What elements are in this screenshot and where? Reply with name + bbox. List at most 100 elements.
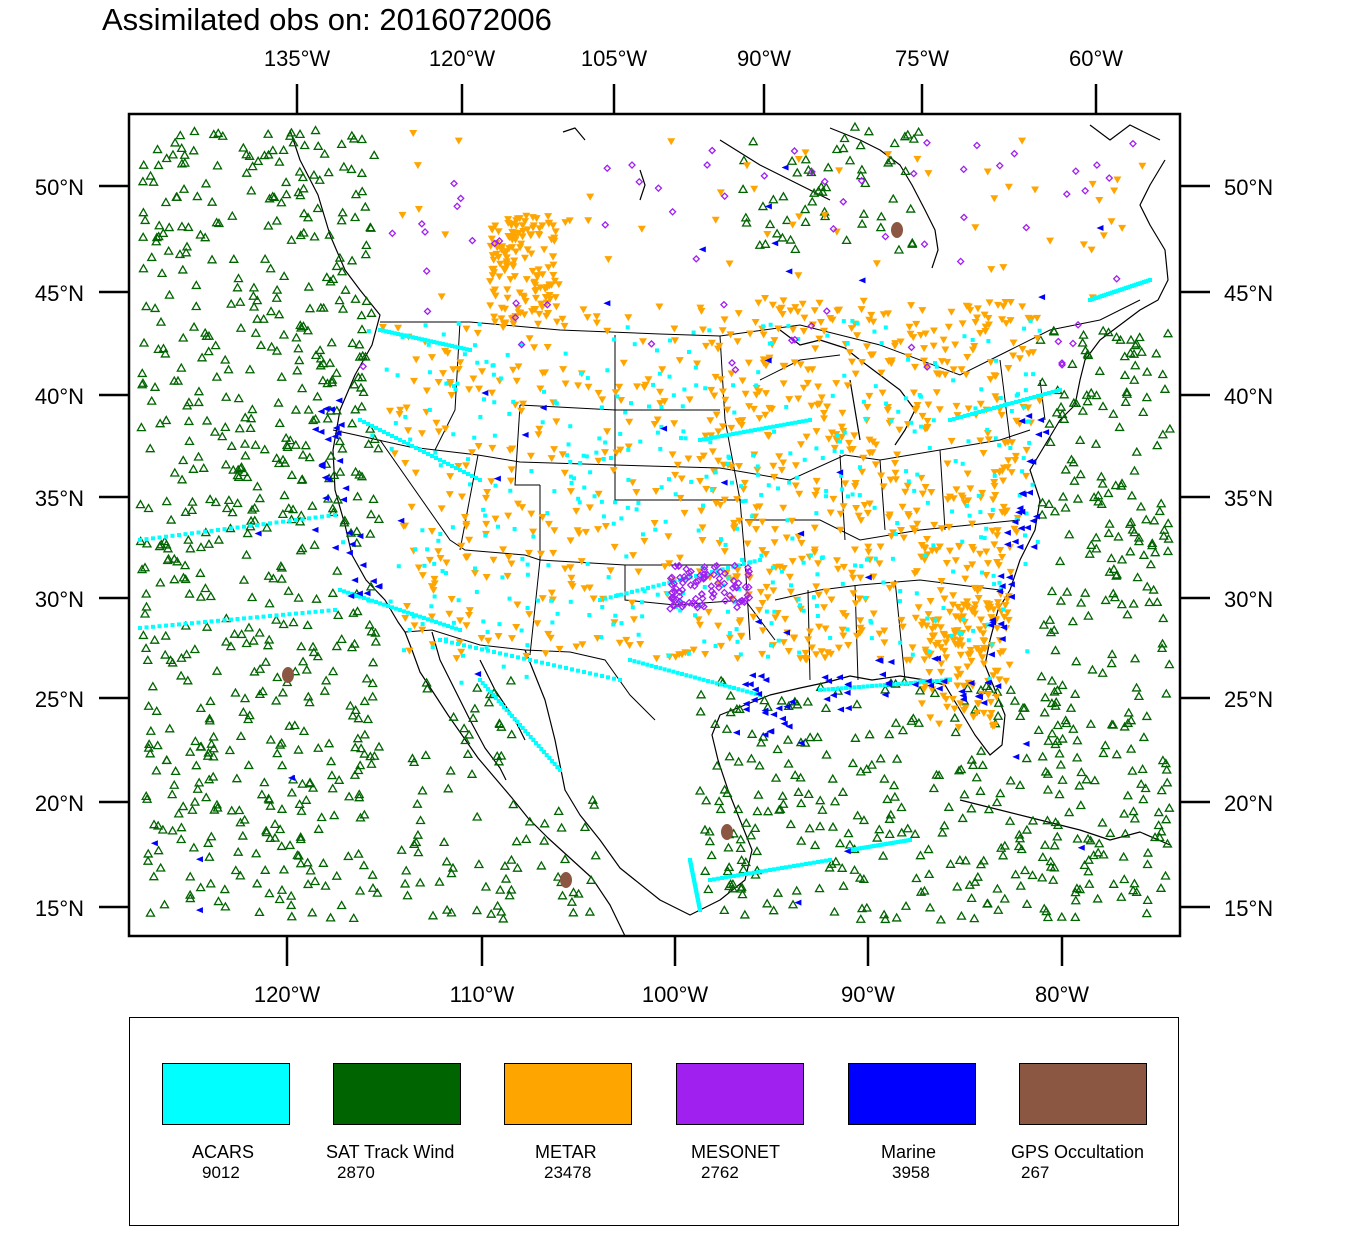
metar-marker <box>976 584 985 592</box>
sat-track-wind-marker <box>326 770 338 780</box>
metar-marker <box>1087 246 1096 254</box>
mesonet-marker <box>720 300 728 309</box>
sat-track-wind-marker <box>182 675 193 685</box>
acars-marker <box>767 341 772 346</box>
marine-marker <box>1029 517 1037 524</box>
sat-track-wind-marker <box>277 760 288 770</box>
sat-track-wind-marker <box>210 340 221 350</box>
marine-marker <box>924 678 932 685</box>
acars-marker <box>724 875 728 880</box>
acars-marker <box>422 563 427 568</box>
acars-marker <box>828 635 833 640</box>
acars-marker <box>645 662 650 667</box>
acars-marker <box>759 492 764 497</box>
acars-marker <box>720 567 725 572</box>
sat-track-wind-marker <box>361 673 373 683</box>
acars-marker <box>654 665 658 669</box>
metar-marker <box>936 624 945 632</box>
border-segment <box>380 299 1141 376</box>
sat-track-wind-marker <box>173 808 184 818</box>
metar-marker <box>533 273 542 281</box>
sat-track-wind-marker <box>1074 884 1086 894</box>
sat-track-wind-marker <box>333 610 344 620</box>
metar-marker <box>877 472 886 480</box>
metar-marker <box>845 439 854 447</box>
metar-marker <box>770 337 779 345</box>
metar-marker <box>390 450 399 458</box>
sat-track-wind-marker <box>1071 656 1082 666</box>
acars-marker <box>1020 469 1025 474</box>
sat-track-wind-marker <box>1119 370 1131 380</box>
acars-marker <box>216 618 220 623</box>
metar-marker <box>815 623 824 631</box>
acars-marker <box>434 456 438 460</box>
metar-marker <box>494 633 503 641</box>
acars-marker <box>959 415 963 419</box>
sat-track-wind-marker <box>888 193 899 203</box>
sat-track-wind-marker <box>240 450 251 460</box>
metar-marker <box>982 600 991 608</box>
sat-track-wind-marker <box>204 851 215 861</box>
metar-marker <box>522 276 531 284</box>
acars-marker <box>420 622 425 627</box>
metar-marker <box>912 507 921 515</box>
metar-marker <box>707 386 716 394</box>
acars-marker <box>841 319 846 324</box>
acars-marker <box>739 484 744 489</box>
legend-label: Marine <box>881 1142 937 1162</box>
sat-track-wind-marker <box>180 247 192 257</box>
metar-marker <box>887 533 896 541</box>
metar-marker <box>401 615 410 623</box>
sat-track-wind-marker <box>1116 478 1128 488</box>
metar-marker <box>817 648 826 656</box>
metar-marker <box>920 556 929 564</box>
acars-marker <box>912 488 917 493</box>
sat-track-wind-marker <box>275 824 286 834</box>
sat-track-wind-marker <box>334 295 345 305</box>
marine-marker <box>879 671 887 678</box>
sat-track-wind-marker <box>339 517 350 527</box>
sat-track-wind-marker <box>317 375 328 385</box>
acars-marker <box>426 342 431 347</box>
sat-track-wind-marker <box>900 900 912 910</box>
sat-track-wind-marker <box>762 898 773 908</box>
acars-marker <box>701 437 706 442</box>
sat-track-wind-marker <box>914 685 926 695</box>
sat-track-wind-marker <box>960 855 971 865</box>
metar-marker <box>947 437 956 445</box>
metar-marker <box>573 527 582 535</box>
sat-track-wind-marker <box>155 316 167 326</box>
acars-marker <box>402 609 406 614</box>
acars-marker <box>1022 326 1027 331</box>
acars-marker <box>625 505 630 510</box>
sat-track-wind-marker <box>265 306 277 316</box>
metar-marker <box>733 338 742 346</box>
metar-marker <box>488 252 497 260</box>
metar-marker <box>699 326 708 334</box>
metar-marker <box>396 406 405 414</box>
acars-marker <box>694 574 698 578</box>
marine-marker <box>933 655 941 662</box>
metar-marker <box>522 652 531 660</box>
border-segment <box>894 579 906 681</box>
sat-track-wind-marker <box>220 422 231 431</box>
sat-track-wind-marker <box>968 760 979 770</box>
sat-track-wind-marker <box>415 877 426 887</box>
sat-track-wind-marker <box>361 296 372 306</box>
sat-track-wind-marker <box>206 831 217 841</box>
sat-track-wind-marker <box>151 232 163 242</box>
marine-marker <box>327 406 335 413</box>
metar-marker <box>856 617 865 625</box>
acars-marker <box>1032 395 1037 399</box>
acars-marker <box>268 521 272 526</box>
sat-track-wind-marker <box>359 696 370 706</box>
metar-marker <box>832 228 841 236</box>
sat-track-wind-marker <box>149 303 161 313</box>
metar-marker <box>407 503 416 511</box>
sat-track-wind-marker <box>221 391 232 401</box>
acars-marker <box>274 520 279 525</box>
acars-marker <box>667 668 671 673</box>
sat-track-wind-marker <box>1043 735 1054 745</box>
metar-marker <box>488 389 497 397</box>
metar-marker <box>963 598 972 606</box>
